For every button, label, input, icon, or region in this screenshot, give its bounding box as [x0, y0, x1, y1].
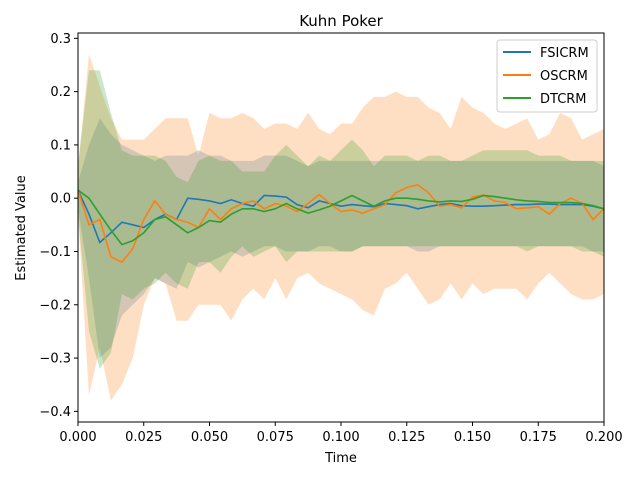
y-tick-label: −0.2	[39, 298, 71, 313]
x-axis: 0.000 0.025 0.050 0.075 0.100 0.125 0.150 0.175…	[59, 422, 623, 445]
series-line-dtcrm	[78, 189, 604, 246]
confidence-band-fsicrm	[78, 118, 604, 359]
x-tick-label: 0.025	[125, 430, 162, 445]
x-tick-label: 0.200	[585, 430, 622, 445]
x-tick-label: 0.050	[191, 430, 228, 445]
x-tick-label: 0.075	[257, 430, 294, 445]
y-tick-label: 0.0	[50, 192, 71, 207]
legend-label-oscrm: OSCRM	[540, 69, 588, 84]
y-axis-title: Estimated Value	[14, 175, 29, 281]
x-tick-label: 0.150	[454, 430, 491, 445]
x-tick-label: 0.100	[322, 430, 359, 445]
legend: FSICRM OSCRM DTCRM	[496, 39, 598, 113]
x-tick-label: 0.175	[520, 430, 557, 445]
x-tick-label: 0.000	[59, 430, 96, 445]
x-tick-label: 0.125	[388, 430, 425, 445]
y-axis: −0.4 −0.3 −0.2 −0.1 0.0 0.1 0.2 0.3	[39, 32, 78, 420]
confidence-band-dtcrm	[78, 70, 604, 369]
legend-label-dtcrm: DTCRM	[540, 92, 587, 107]
legend-box	[496, 39, 598, 113]
legend-label-fsicrm: FSICRM	[540, 46, 589, 61]
y-tick-label: −0.4	[39, 405, 71, 420]
chart-title: Kuhn Poker	[299, 12, 383, 30]
confidence-band-oscrm	[78, 54, 604, 401]
x-axis-title: Time	[324, 451, 357, 466]
series-line-oscrm	[78, 184, 604, 264]
y-tick-label: −0.1	[39, 245, 71, 260]
y-tick-label: 0.1	[50, 138, 71, 153]
y-tick-label: −0.3	[39, 352, 71, 367]
y-tick-label: 0.2	[50, 85, 71, 100]
y-tick-label: 0.3	[50, 32, 71, 47]
